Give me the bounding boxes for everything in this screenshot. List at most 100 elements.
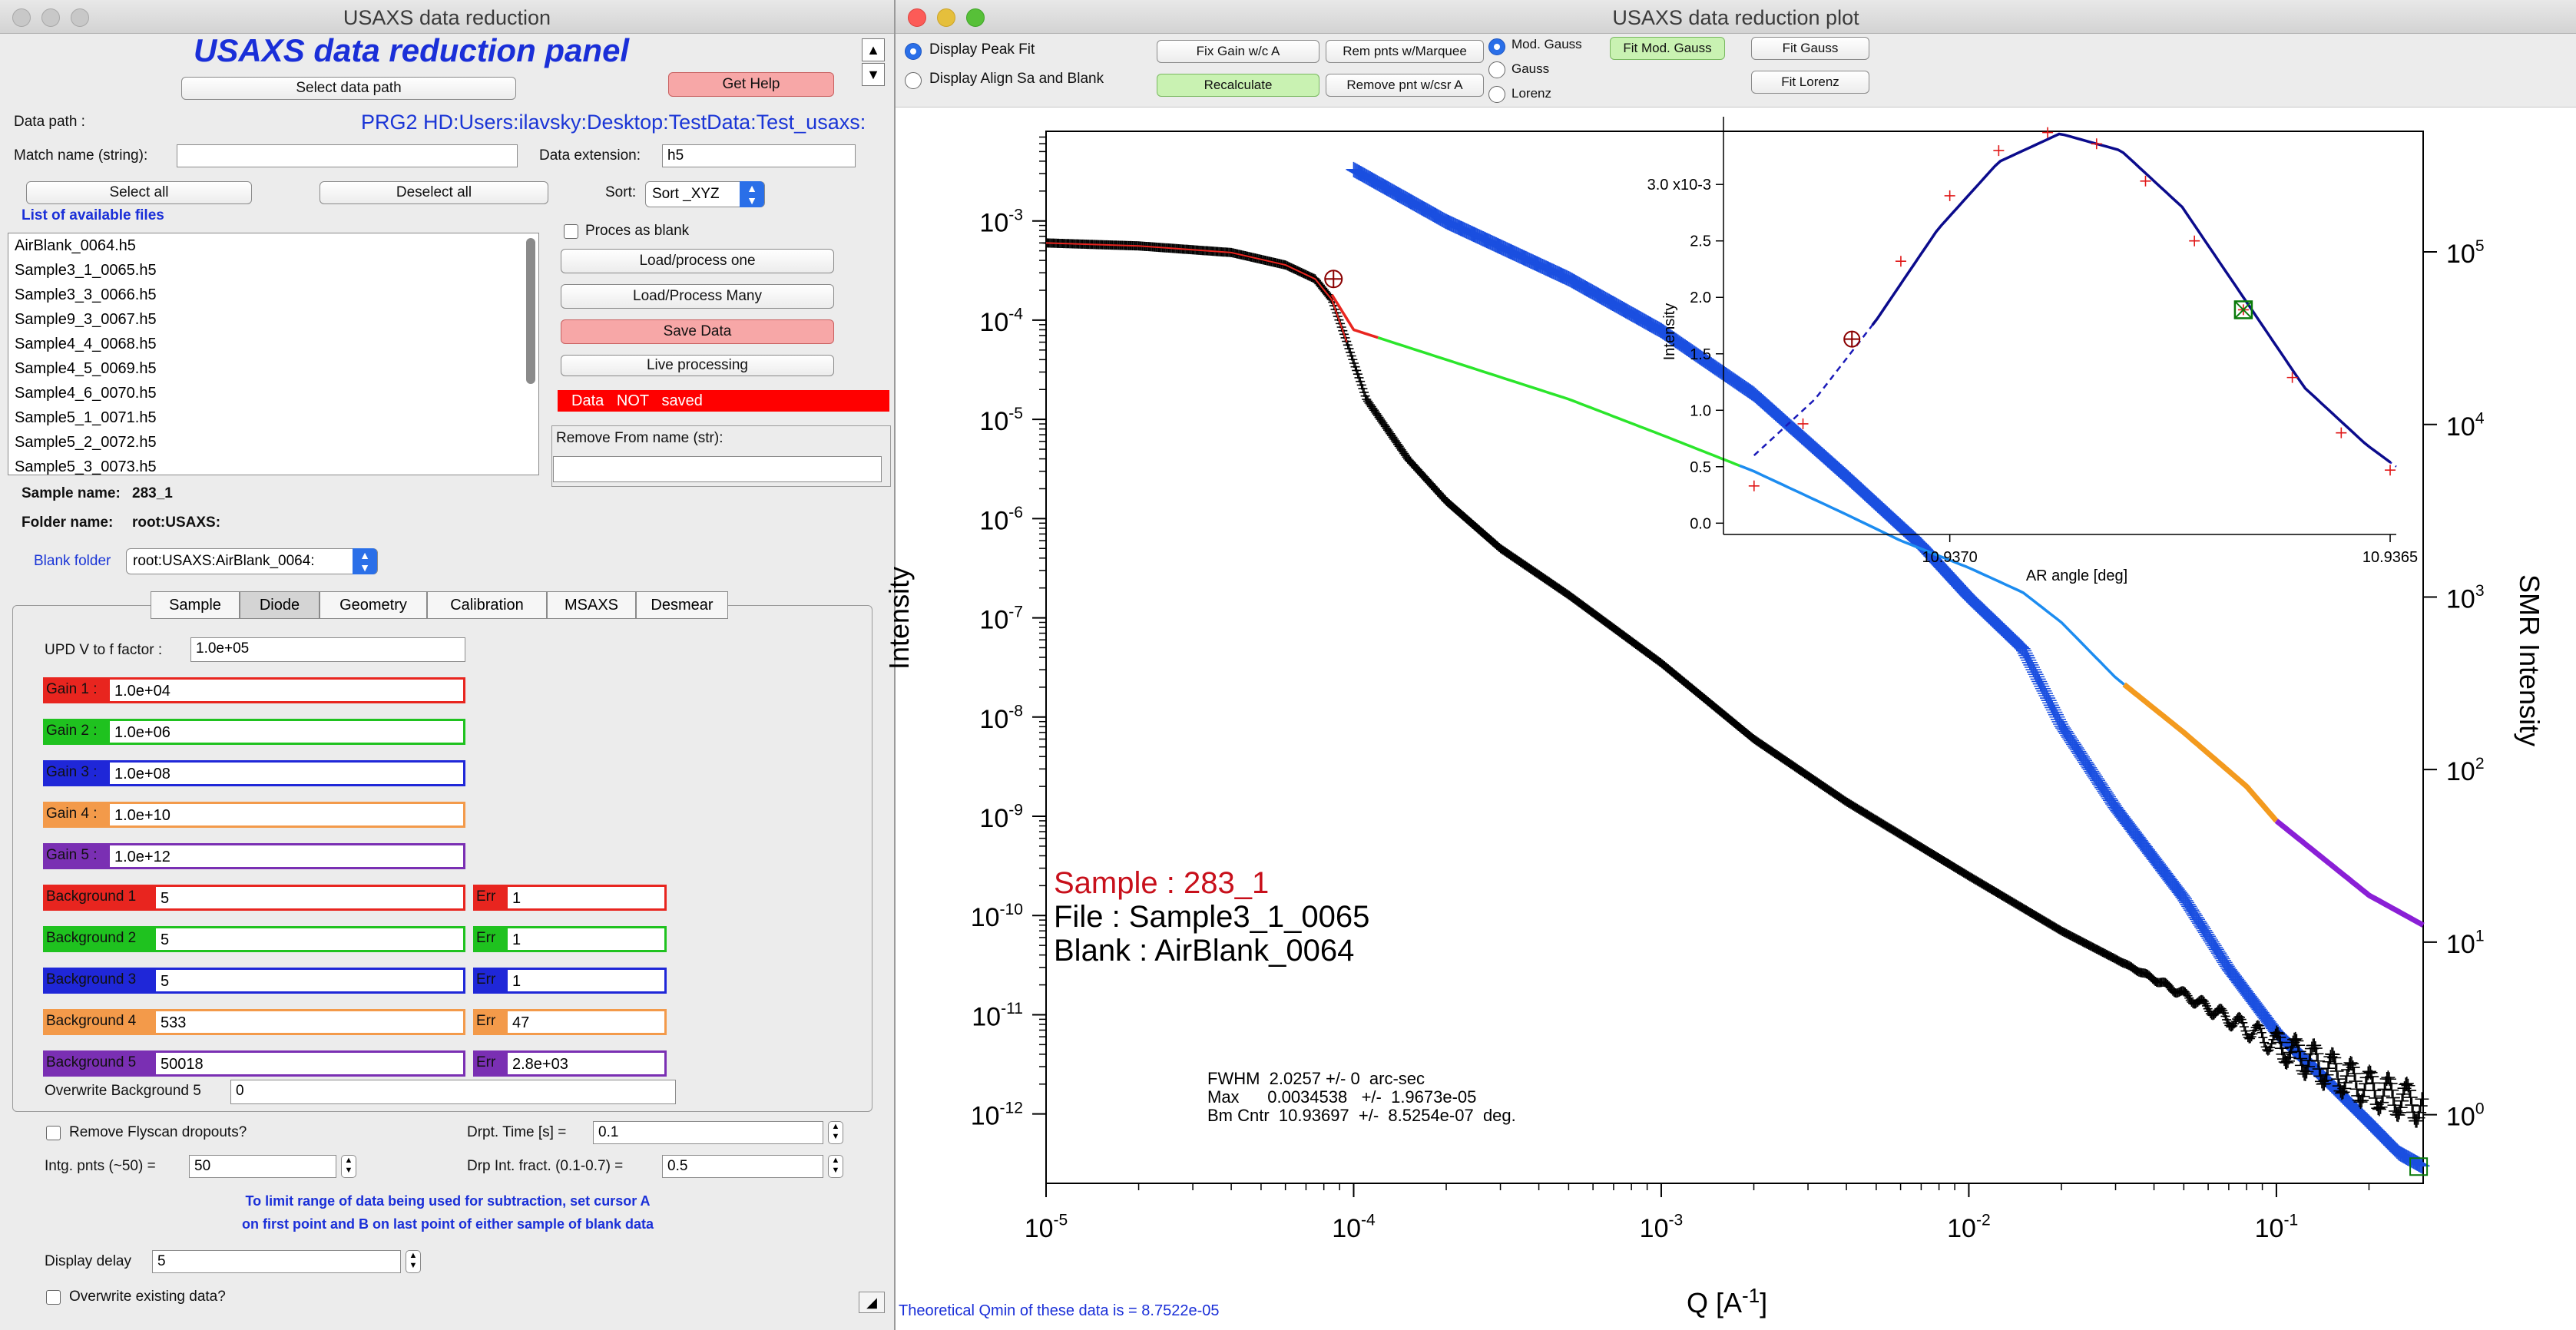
x-tick-label: 10-5 [1025, 1212, 1068, 1243]
intg-pnts-stepper[interactable]: ▲ ▼ [341, 1155, 356, 1178]
close-icon[interactable] [908, 8, 926, 27]
file-list-item[interactable]: Sample4_4_0068.h5 [15, 336, 157, 352]
scroll-up-icon[interactable]: ▲ [862, 38, 885, 61]
fix-gain-button[interactable]: Fix Gain w/c A [1157, 40, 1319, 63]
fit-mod-gauss-button[interactable]: Fit Mod. Gauss [1610, 37, 1725, 60]
file-list-item[interactable]: Sample4_6_0070.h5 [15, 385, 157, 402]
file-list-item[interactable]: Sample9_3_0067.h5 [15, 311, 157, 328]
background-2-input[interactable]: 5 [154, 926, 465, 952]
blank-folder-dropdown[interactable]: root:USAXS:AirBlank_0064: ▲ ▼ [126, 548, 378, 574]
display-delay-stepper[interactable]: ▲ ▼ [406, 1250, 421, 1273]
gain-5-input[interactable]: 1.0e+12 [108, 843, 465, 869]
inset-data-point [2189, 235, 2200, 246]
process-as-blank-checkbox[interactable] [564, 224, 578, 239]
tab-calibration[interactable]: Calibration [427, 591, 547, 619]
y-tick-label: 10-9 [979, 802, 1023, 833]
tab-geometry[interactable]: Geometry [320, 591, 427, 619]
mod-gauss-label: Mod. Gauss [1511, 37, 1582, 51]
get-help-button[interactable]: Get Help [668, 72, 834, 97]
file-list-item[interactable]: Sample5_3_0073.h5 [15, 458, 157, 475]
rem-marquee-button[interactable]: Rem pnts w/Marquee [1326, 40, 1484, 63]
overwrite-bg5-input[interactable]: 0 [230, 1080, 676, 1104]
file-list-item[interactable]: Sample5_2_0072.h5 [15, 434, 157, 451]
recalculate-button[interactable]: Recalculate [1157, 74, 1319, 97]
file-list-scrollbar[interactable] [526, 238, 535, 384]
gain-3-input[interactable]: 1.0e+08 [108, 760, 465, 786]
lorenz-radio[interactable] [1488, 86, 1505, 103]
tab-sample[interactable]: Sample [151, 591, 240, 619]
display-peak-fit-radio[interactable] [905, 43, 922, 60]
err-1-input[interactable]: 1 [505, 885, 667, 911]
minimize-icon[interactable] [41, 8, 60, 27]
y2-tick-label: 102 [2446, 755, 2485, 786]
fit-lorenz-button[interactable]: Fit Lorenz [1751, 71, 1869, 94]
gain-segment-line [2122, 682, 2279, 823]
err-4-input[interactable]: 47 [505, 1009, 667, 1035]
err-3-input[interactable]: 1 [505, 968, 667, 994]
sample-point [2395, 1093, 2409, 1108]
err-2-input[interactable]: 1 [505, 926, 667, 952]
overwrite-existing-checkbox[interactable] [46, 1290, 61, 1305]
select-all-button[interactable]: Select all [26, 181, 252, 204]
background-4-input[interactable]: 533 [154, 1009, 465, 1035]
gain-segment-line [1377, 336, 1740, 468]
deselect-all-button[interactable]: Deselect all [320, 181, 548, 204]
err-5-input[interactable]: 2.8e+03 [505, 1050, 667, 1077]
gain-2-input[interactable]: 1.0e+06 [108, 719, 465, 745]
legend-blank: Blank : AirBlank_0064 [1054, 934, 1355, 968]
fit-gauss-button[interactable]: Fit Gauss [1751, 37, 1869, 60]
gain-4-input[interactable]: 1.0e+10 [108, 802, 465, 828]
tab-desmear[interactable]: Desmear [636, 591, 728, 619]
plot-window: USAXS data reduction plot Display Peak F… [896, 0, 2576, 1330]
sample-point [2274, 1041, 2289, 1056]
background-3-input[interactable]: 5 [154, 968, 465, 994]
sort-dropdown[interactable]: Sort _XYZ ▲ ▼ [645, 181, 765, 207]
upd-input[interactable]: 1.0e+05 [190, 637, 465, 662]
zoom-icon[interactable] [71, 8, 89, 27]
window-title: USAXS data reduction [343, 6, 551, 29]
load-process-many-button[interactable]: Load/Process Many [561, 284, 834, 309]
resize-grip-icon[interactable]: ◢ [859, 1292, 885, 1313]
file-list-item[interactable]: Sample4_5_0069.h5 [15, 360, 157, 377]
y-axis-label: Intensity [883, 566, 915, 670]
drpt-time-stepper[interactable]: ▲ ▼ [828, 1121, 843, 1144]
tab-diode[interactable]: Diode [240, 591, 320, 619]
gauss-radio[interactable] [1488, 61, 1505, 78]
sample-point [2280, 1054, 2295, 1068]
file-list-item[interactable]: Sample3_1_0065.h5 [15, 262, 157, 279]
inset-x-tick-label: 10.9370 [1922, 549, 1978, 566]
display-delay-label: Display delay [45, 1253, 131, 1269]
background-1-input[interactable]: 5 [154, 885, 465, 911]
close-icon[interactable] [12, 8, 31, 27]
mod-gauss-radio[interactable] [1488, 38, 1505, 55]
gain-1-label: Gain 1 : [43, 677, 108, 703]
live-processing-button[interactable]: Live processing [561, 355, 834, 376]
file-list[interactable]: AirBlank_0064.h5 Sample3_1_0065.h5 Sample3… [8, 233, 539, 475]
display-delay-input[interactable]: 5 [152, 1250, 401, 1273]
background-5-label: Background 5 [43, 1050, 154, 1077]
file-list-item[interactable]: AirBlank_0064.h5 [15, 237, 136, 254]
drp-int-stepper[interactable]: ▲ ▼ [828, 1155, 843, 1178]
intg-pnts-input[interactable]: 50 [189, 1155, 336, 1178]
tab-msaxs[interactable]: MSAXS [547, 591, 636, 619]
match-name-input[interactable] [177, 144, 518, 167]
load-process-one-button[interactable]: Load/process one [561, 249, 834, 273]
scroll-down-icon[interactable]: ▼ [862, 63, 885, 86]
save-data-button[interactable]: Save Data [561, 319, 834, 344]
data-extension-input[interactable]: h5 [662, 144, 856, 167]
remove-flyscan-checkbox[interactable] [46, 1126, 61, 1140]
remove-pnt-button[interactable]: Remove pnt w/csr A [1326, 74, 1484, 97]
gain-1-input[interactable]: 1.0e+04 [108, 677, 465, 703]
display-align-radio[interactable] [905, 72, 922, 89]
drp-int-input[interactable]: 0.5 [662, 1155, 823, 1178]
file-list-item[interactable]: Sample3_3_0066.h5 [15, 286, 157, 303]
select-data-path-button[interactable]: Select data path [181, 77, 516, 100]
remove-from-name-input[interactable] [553, 456, 882, 482]
minimize-icon[interactable] [937, 8, 955, 27]
file-list-item[interactable]: Sample5_1_0071.h5 [15, 409, 157, 426]
y-tick-label: 10-12 [971, 1099, 1023, 1130]
zoom-icon[interactable] [966, 8, 985, 27]
drpt-time-input[interactable]: 0.1 [593, 1121, 823, 1144]
background-5-input[interactable]: 50018 [154, 1050, 465, 1077]
